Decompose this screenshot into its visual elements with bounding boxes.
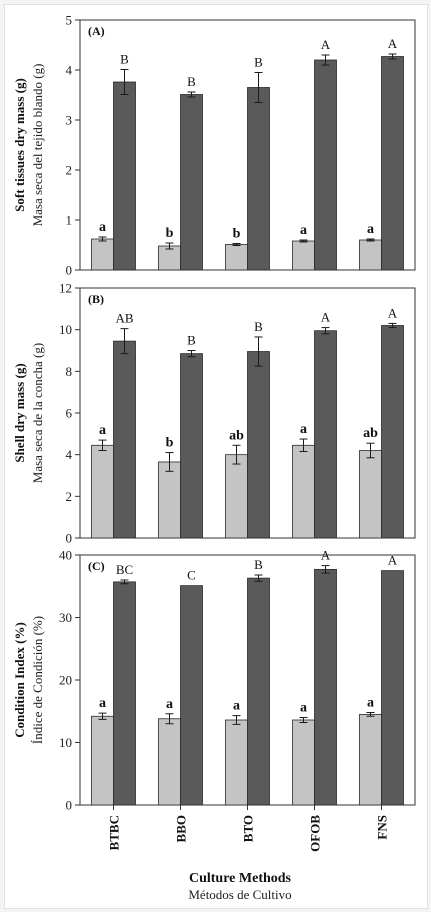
bar-after: [381, 325, 404, 539]
figure-frame: [4, 4, 428, 909]
bar-before: [292, 719, 315, 806]
y-tick-label: 20: [59, 673, 72, 688]
bar-before: [225, 454, 248, 539]
bar-before: [359, 450, 382, 539]
y-tick-label: 3: [66, 113, 73, 128]
y-axis-title: Soft tissues dry mass (g): [12, 78, 27, 212]
significance-letter: A: [388, 553, 398, 568]
significance-letter: A: [321, 37, 331, 52]
bar-before: [158, 245, 181, 271]
bar-after: [113, 581, 136, 806]
significance-letter: a: [99, 220, 106, 235]
significance-letter: AB: [115, 311, 133, 326]
significance-letter: b: [166, 226, 174, 241]
bar-before: [91, 715, 114, 806]
bar-before: [158, 718, 181, 806]
significance-letter: B: [254, 55, 263, 70]
significance-letter: a: [166, 697, 173, 712]
x-axis-title: Culture Methods: [189, 871, 292, 886]
y-tick-label: 0: [66, 531, 73, 546]
y-tick-label: 30: [59, 610, 72, 625]
significance-letter: A: [388, 305, 398, 320]
significance-letter: B: [187, 333, 196, 348]
y-tick-label: 4: [66, 447, 73, 462]
bar-after: [247, 577, 270, 806]
bar-after: [113, 81, 136, 271]
significance-letter: B: [187, 74, 196, 89]
y-tick-label: 2: [66, 489, 73, 504]
panel-label: (B): [88, 292, 104, 306]
bar-before: [292, 240, 315, 271]
significance-letter: ab: [363, 426, 378, 441]
y-tick-label: 5: [66, 13, 73, 28]
significance-letter: B: [120, 52, 129, 67]
significance-letter: a: [367, 222, 374, 237]
bar-before: [225, 244, 248, 271]
significance-letter: A: [321, 310, 331, 325]
significance-letter: ab: [229, 428, 244, 443]
y-tick-label: 12: [59, 281, 72, 296]
y-tick-label: 0: [66, 798, 73, 813]
x-axis-subtitle: Métodos de Cultivo: [188, 887, 291, 902]
y-tick-label: 1: [66, 213, 73, 228]
y-tick-label: 8: [66, 364, 73, 379]
bar-after: [314, 330, 337, 539]
y-tick-label: 40: [59, 548, 72, 563]
significance-letter: a: [300, 701, 307, 716]
y-axis-subtitle: Masa seca de la concha (g): [30, 343, 45, 483]
significance-letter: a: [367, 696, 374, 711]
y-tick-label: 10: [59, 735, 72, 750]
significance-letter: B: [254, 557, 263, 572]
bar-before: [359, 713, 382, 806]
significance-letter: C: [187, 568, 196, 583]
bar-after: [381, 56, 404, 271]
bar-before: [292, 444, 315, 539]
y-axis-title: Shell dry mass (g): [12, 363, 27, 462]
significance-letter: b: [166, 436, 174, 451]
y-tick-label: 4: [66, 63, 73, 78]
significance-letter: BC: [116, 562, 133, 577]
y-axis-subtitle: Masa seca del tejido blando (g): [30, 64, 45, 227]
significance-letter: A: [321, 548, 331, 563]
bar-before: [91, 444, 114, 539]
x-tick-label: BTBC: [107, 815, 122, 850]
y-tick-label: 0: [66, 263, 73, 278]
significance-letter: a: [300, 422, 307, 437]
bar-before: [225, 719, 248, 806]
y-axis-subtitle: Índice de Condición (%): [30, 616, 45, 744]
y-tick-label: 2: [66, 163, 73, 178]
y-axis-title: Condition Index (%): [12, 622, 27, 738]
bar-after: [180, 353, 203, 539]
x-tick-label: FNS: [375, 815, 390, 840]
significance-letter: a: [300, 223, 307, 238]
bar-before: [158, 461, 181, 539]
panel-label: (C): [88, 559, 105, 573]
significance-letter: A: [388, 36, 398, 51]
bar-after: [314, 59, 337, 271]
x-tick-label: OFOB: [308, 815, 323, 852]
bar-before: [359, 239, 382, 271]
bar-after: [180, 585, 203, 806]
bar-after: [247, 351, 270, 539]
significance-letter: B: [254, 319, 263, 334]
y-tick-label: 10: [59, 322, 72, 337]
panel-label: (A): [88, 24, 105, 38]
bar-after: [113, 340, 136, 539]
x-tick-label: BBO: [174, 815, 189, 842]
bar-after: [381, 570, 404, 806]
x-tick-label: BTO: [241, 815, 256, 842]
bar-after: [247, 87, 270, 271]
significance-letter: a: [99, 696, 106, 711]
bar-before: [91, 238, 114, 271]
bar-after: [180, 94, 203, 271]
bar-after: [314, 568, 337, 806]
significance-letter: a: [233, 699, 240, 714]
y-tick-label: 6: [66, 406, 73, 421]
significance-letter: b: [233, 227, 241, 242]
significance-letter: a: [99, 423, 106, 438]
